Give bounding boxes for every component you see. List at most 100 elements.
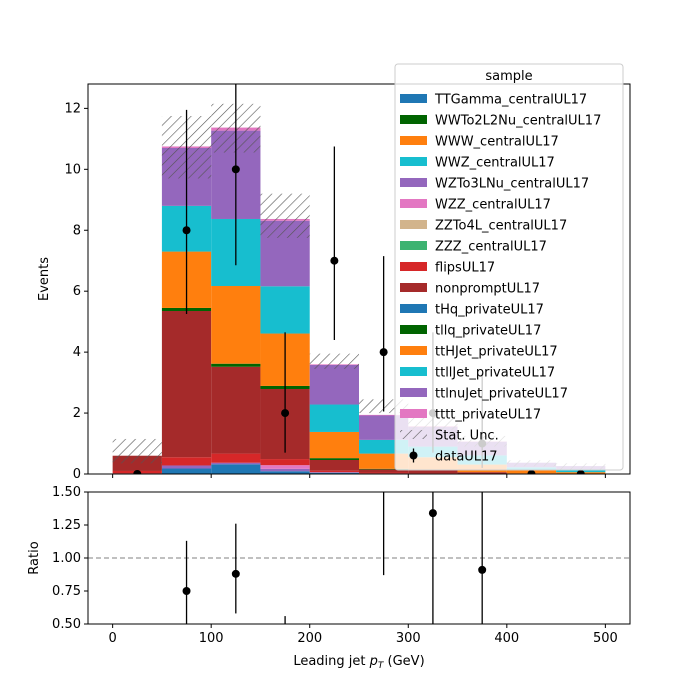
- legend-label-6: ZZTo4L_centralUL17: [435, 219, 567, 234]
- legend-swatch-13: [400, 367, 427, 376]
- legend-swatch-11: [400, 325, 427, 334]
- legend-swatch-1: [400, 115, 427, 124]
- data-point-1: [182, 226, 191, 235]
- legend-label-10: tHq_privateUL17: [435, 303, 544, 318]
- main-axes-frame: [87, 83, 631, 475]
- legend-swatch-9: [400, 283, 427, 292]
- ratio-xtick-label-1: 100: [199, 631, 224, 646]
- bar-11-4: [309, 458, 359, 460]
- bar-4-4: [309, 472, 359, 473]
- data-point-4: [330, 256, 339, 265]
- main-ytick-label-3: 6: [73, 284, 81, 299]
- legend-swatch-0: [400, 94, 427, 103]
- bar-14-4: [309, 364, 359, 405]
- bar-9-4: [309, 459, 359, 471]
- main-axes: 0 2 4 6 8 10 12: [64, 101, 606, 482]
- bar-9-2: [211, 366, 261, 454]
- legend-swatch-data: [409, 451, 418, 460]
- legend-label-3: WWZ_centralUL17: [435, 156, 555, 171]
- data-point-2: [231, 165, 240, 174]
- legend-label-stat-unc: Stat. Unc.: [435, 429, 499, 444]
- legend-swatch-6: [400, 220, 427, 229]
- ratio-xtick-label-0: 0: [108, 631, 116, 646]
- legend-swatch-10: [400, 304, 427, 313]
- bar-4-3: [260, 468, 310, 472]
- bar-8-4: [309, 470, 359, 473]
- bar-12-2: [211, 286, 261, 364]
- ratio-xtick-label-2: 200: [297, 631, 322, 646]
- ratio-point-0: [182, 587, 191, 595]
- ratio-ytick-label-1: 0.75: [52, 584, 81, 599]
- bar-12-4: [309, 431, 359, 459]
- data-point-9: [576, 470, 585, 474]
- legend-swatch-8: [400, 262, 427, 271]
- legend-label-15: tttt_privateUL17: [435, 408, 541, 423]
- legend-label-2: WWW_centralUL17: [435, 135, 559, 150]
- ratio-ytick-label-4: 1.50: [52, 485, 81, 500]
- legend: sample TTGamma_centralUL17 WWTo2L2Nu_centr…: [394, 63, 624, 471]
- data-point-8: [527, 470, 536, 474]
- bar-8-1: [161, 457, 212, 466]
- main-ylabel: Events: [37, 257, 52, 301]
- ratio-xtick-label-3: 300: [396, 631, 421, 646]
- ratio-ytick-label-2: 1.00: [52, 551, 81, 566]
- main-ytick-label-2: 4: [73, 345, 81, 360]
- ratio-point-6: [478, 565, 487, 574]
- ratio-points: [88, 492, 630, 660]
- stat-unc-band-3: [260, 193, 310, 238]
- bar-15-5: [359, 414, 409, 416]
- bar-9-5: [359, 469, 409, 473]
- legend-label-7: ZZZ_centralUL17: [435, 240, 547, 255]
- legend-label-12: ttHJet_privateUL17: [435, 345, 558, 360]
- bar-11-2: [211, 363, 261, 367]
- bar-8-3: [260, 459, 310, 466]
- bar-11-5: [359, 468, 409, 470]
- data-point-3: [281, 409, 290, 418]
- legend-label-5: WZZ_centralUL17: [435, 198, 551, 213]
- ratio-ytick-label-3: 1.25: [52, 518, 81, 533]
- legend-swatch-7: [400, 241, 427, 250]
- legend-swatch-12: [400, 346, 427, 355]
- bar-13-3: [260, 286, 310, 334]
- ratio-ylabel: Ratio: [27, 541, 42, 574]
- bar-8-6: [408, 473, 458, 474]
- ratio-point-5: [428, 509, 437, 518]
- legend-label-9: nonpromptUL17: [435, 282, 540, 297]
- data-point-0: [133, 470, 142, 474]
- stat-unc-band-4: [309, 353, 359, 369]
- ratio-point-1: [231, 569, 240, 578]
- stat-unc-band-0: [112, 438, 162, 464]
- bar-8-5: [359, 472, 409, 474]
- bar-0-1: [161, 468, 212, 474]
- legend-label-data: dataUL17: [435, 450, 498, 465]
- ratio-point-2: [281, 652, 289, 660]
- main-ytick-label-6: 12: [64, 101, 81, 116]
- legend-box: [394, 63, 624, 471]
- xlabel: Leading jet pT (GeV): [293, 654, 424, 671]
- bar-0-3: [260, 471, 310, 474]
- legend-label-4: WZTo3LNu_centralUL17: [435, 177, 589, 192]
- main-ytick-label-1: 2: [73, 406, 81, 421]
- bar-13-4: [309, 404, 359, 432]
- bar-4-2: [211, 462, 261, 465]
- ratio-xtick-label-4: 400: [494, 631, 519, 646]
- legend-label-14: ttlnuJet_privateUL17: [435, 387, 568, 402]
- legend-swatch-15: [400, 409, 427, 418]
- ratio-xtick-label-5: 500: [593, 631, 618, 646]
- main-ytick-label-5: 10: [64, 162, 81, 177]
- bar-8-2: [211, 453, 261, 463]
- legend-label-13: ttllJet_privateUL17: [435, 366, 555, 381]
- ratio-ytick-label-0: 0.50: [52, 617, 81, 632]
- main-ytick-label-0: 0: [73, 467, 81, 482]
- bar-9-1: [161, 310, 212, 458]
- legend-swatch-stat-unc: [400, 430, 427, 439]
- legend-swatch-2: [400, 136, 427, 145]
- legend-label-8: flipsUL17: [435, 261, 495, 276]
- legend-label-0: TTGamma_centralUL17: [434, 93, 587, 108]
- ratio-axes: 0.50 0.75 1.00 1.25 1.50 0 100 200 300 400 500: [52, 485, 618, 646]
- legend-swatch-14: [400, 388, 427, 397]
- legend-label-11: tllq_privateUL17: [435, 324, 541, 339]
- legend-swatch-3: [400, 157, 427, 166]
- legend-title: sample: [485, 69, 532, 84]
